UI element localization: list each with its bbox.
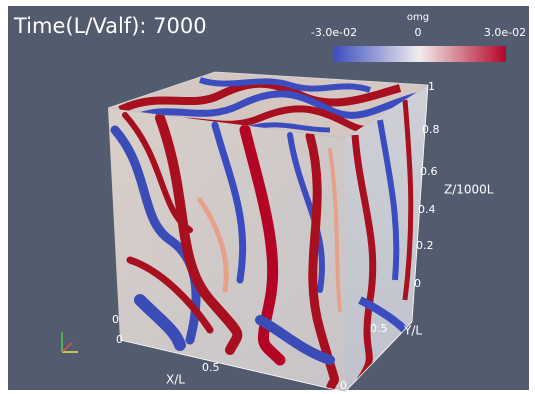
z-tick-label: 0.4 [418,203,436,216]
render-view: Time(L/Valf): 7000 omg -3.0e-02 0 3.0e-0… [0,0,535,394]
colorbar [333,46,506,62]
z-tick-label: 0.6 [420,165,438,178]
z-tick-label: 1 [428,80,435,93]
z-tick-label: 0.2 [416,239,434,252]
x-tick-label: 0 [116,333,123,346]
legend-title: omg [407,12,429,23]
x-tick-label: 0.5 [202,361,220,374]
y-tick-label: 0 [112,313,119,326]
legend-label: -3.0e-02 [311,26,357,39]
cube [108,72,428,392]
y-tick-label: 0 [340,379,347,392]
x-axis-title: X/L [166,373,185,387]
y-axis-title: Y/L [403,324,422,338]
z-tick-label: 0.8 [422,123,440,136]
z-axis-title: Z/1000L [444,183,494,197]
y-tick-label: 0.5 [370,322,388,335]
legend-label: 0 [415,26,422,39]
time-label: Time(L/Valf): 7000 [13,14,207,38]
z-tick-label: 0 [414,277,421,290]
legend-label: 3.0e-02 [484,26,526,39]
